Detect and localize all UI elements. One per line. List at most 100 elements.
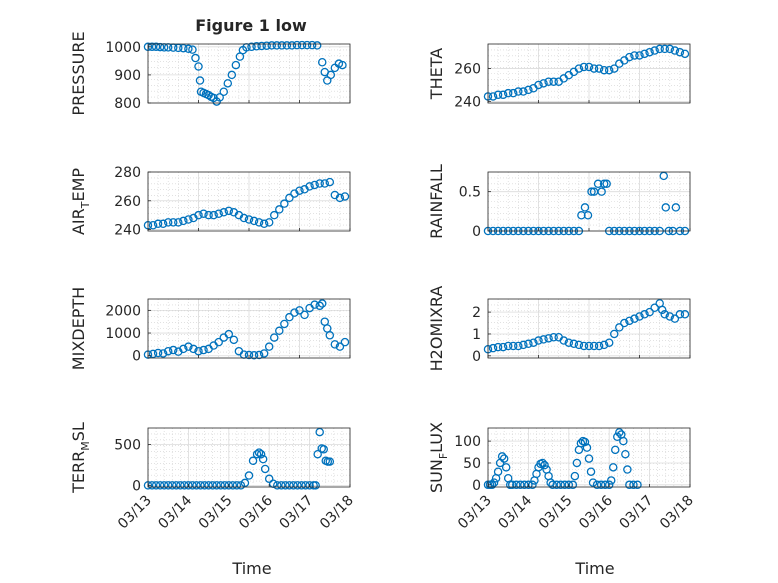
- rainfall-ylabel: RAINFALL: [427, 164, 446, 239]
- rainfall-point: [597, 187, 606, 196]
- terr_msl-xtick-label: 03/17: [277, 493, 317, 533]
- air_temp-subplot: 240 260 280 AIRTEMP: [69, 165, 351, 239]
- terr_msl-xtick-label: 03/15: [196, 493, 236, 533]
- pressure-point: [219, 87, 228, 97]
- theta-point: [625, 52, 634, 62]
- theta-point: [579, 62, 589, 72]
- theta-point: [589, 64, 599, 73]
- sun_flux-point: [629, 480, 638, 490]
- theta-point: [680, 49, 690, 59]
- air_temp-point: [264, 218, 274, 227]
- pressure-point: [312, 41, 322, 50]
- sun_flux-ytick-label: 50: [463, 456, 481, 472]
- sun_flux-point: [582, 443, 592, 452]
- theta-point: [534, 80, 543, 90]
- mixdepth-point: [325, 331, 335, 340]
- rainfall-ytick-label: 0: [472, 224, 481, 240]
- terr_msl-point: [172, 481, 181, 490]
- terr_msl-point: [224, 481, 234, 490]
- sun_flux-point: [606, 476, 616, 485]
- rainfall-ytick-label: 0.5: [459, 185, 481, 201]
- pressure-point: [194, 62, 203, 71]
- theta-point: [665, 44, 675, 54]
- terr_msl-point: [305, 481, 314, 490]
- sun_flux-point: [520, 480, 529, 490]
- terr_msl-point: [155, 481, 165, 490]
- air_temp-ytick-label: 280: [114, 165, 141, 181]
- h2omixra-point: [594, 341, 604, 351]
- sun_flux-point: [580, 437, 590, 447]
- theta-point: [635, 51, 644, 60]
- h2omixra-point: [670, 314, 680, 323]
- terr_msl-point: [176, 481, 185, 490]
- terr_msl-point: [273, 481, 282, 490]
- mixdepth-point: [244, 350, 254, 360]
- pressure-ylabel: PRESSURE: [69, 31, 88, 115]
- mixdepth-point: [330, 340, 340, 349]
- pressure-point: [338, 60, 347, 70]
- sun_flux-point: [588, 478, 598, 487]
- theta-point: [524, 85, 533, 95]
- pressure-point: [317, 58, 327, 67]
- mixdepth-point: [280, 319, 289, 329]
- sun_flux-point: [568, 480, 578, 490]
- mixdepth-point: [249, 351, 259, 360]
- terr_msl-point: [184, 481, 193, 490]
- mixdepth-point: [214, 337, 223, 347]
- mixdepth-point: [285, 312, 294, 322]
- h2omixra-point: [620, 318, 629, 328]
- h2omixra-point: [539, 335, 548, 344]
- sun_flux-point: [586, 467, 596, 476]
- mixdepth-point: [163, 346, 173, 356]
- sun_flux-ylabel: SUNFLUX: [427, 422, 450, 493]
- sun_flux-point: [538, 458, 547, 468]
- sun_flux-point: [608, 463, 618, 472]
- pressure-point: [188, 45, 197, 54]
- pressure-point: [277, 41, 287, 50]
- sun_flux-point: [592, 480, 602, 490]
- pressure-point: [215, 93, 224, 102]
- sun_flux-xtick-label: 03/14: [495, 492, 535, 532]
- pressure-point: [247, 42, 256, 52]
- mixdepth-point: [340, 337, 350, 347]
- mixdepth-point: [179, 344, 188, 354]
- sun_flux-point: [560, 480, 570, 490]
- sun_flux-point: [512, 480, 521, 490]
- h2omixra-point: [657, 305, 667, 315]
- air_temp-point: [275, 205, 284, 214]
- air_temp-point: [224, 206, 234, 216]
- theta-point: [610, 64, 619, 73]
- pressure-ytick-label: 800: [114, 96, 141, 112]
- sun_flux-point: [600, 480, 610, 490]
- terr_msl-point: [159, 481, 169, 490]
- sun_flux-point: [625, 480, 634, 490]
- terr_msl-point: [315, 427, 324, 437]
- h2omixra-point: [675, 310, 685, 319]
- theta-point: [493, 90, 503, 100]
- pressure-point: [326, 70, 336, 80]
- h2omixra-point: [630, 314, 639, 323]
- sun_flux-ytick-label: 0: [472, 478, 481, 494]
- theta-point: [549, 77, 558, 86]
- sun_flux-point: [507, 480, 517, 490]
- terr_msl-xtick-label: 03/14: [155, 492, 195, 532]
- terr_msl-point: [204, 481, 213, 490]
- air_temp-point: [280, 199, 289, 208]
- sun_flux-axes-box: [487, 427, 691, 488]
- rainfall-point: [587, 187, 596, 196]
- theta-point: [675, 47, 685, 57]
- rainfall-point: [671, 203, 681, 212]
- theta-point: [670, 46, 680, 55]
- sun_flux-point: [489, 478, 499, 487]
- terr_msl-xtick-label: 03/13: [115, 493, 155, 533]
- air_temp-point: [168, 218, 178, 227]
- rainfall-point: [602, 179, 611, 189]
- rainfall-point: [583, 211, 593, 220]
- sun_flux-point: [528, 480, 537, 490]
- mixdepth-point: [275, 326, 284, 336]
- h2omixra-point: [519, 340, 528, 350]
- terr_msl-point: [289, 481, 298, 490]
- mixdepth-point: [269, 333, 279, 342]
- theta-point: [604, 65, 614, 75]
